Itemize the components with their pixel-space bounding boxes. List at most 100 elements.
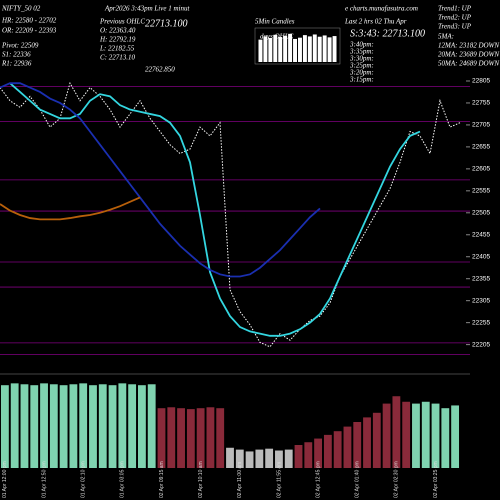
time: 3:20pm: bbox=[349, 69, 374, 77]
title: Apr2026 3:43pm Live 1 minut bbox=[104, 5, 190, 13]
bar bbox=[226, 447, 234, 468]
r1: R1: 22936 bbox=[1, 60, 32, 68]
bar bbox=[288, 33, 293, 62]
bar bbox=[177, 408, 185, 468]
bar bbox=[138, 385, 146, 468]
bar bbox=[294, 445, 303, 468]
y-tick-label: 22505 bbox=[472, 210, 490, 217]
bar bbox=[30, 385, 39, 468]
bar bbox=[265, 448, 274, 468]
symbol: NIFTY_50 02 bbox=[1, 5, 41, 13]
bar bbox=[431, 403, 440, 468]
y-tick-label: 22455 bbox=[472, 231, 490, 238]
prev-title: Previous OHLC bbox=[99, 18, 145, 26]
bar bbox=[216, 408, 225, 468]
bar bbox=[302, 35, 307, 62]
or: OR: 22209 - 22393 bbox=[2, 27, 57, 35]
bar bbox=[157, 408, 166, 468]
prev-l: L: 22182.55 bbox=[99, 45, 135, 53]
site: e charts.munafasutra.com bbox=[345, 5, 418, 13]
bar bbox=[167, 407, 176, 468]
x-tick-label: 02 Apr 11:00 am bbox=[237, 462, 243, 498]
y-tick-label: 22255 bbox=[472, 319, 490, 326]
time: 3:30pm: bbox=[349, 55, 374, 63]
y-tick-label: 22205 bbox=[472, 341, 490, 348]
x-tick-label: 02 Apr 11:55 am bbox=[276, 462, 282, 498]
trend: Trend2: UP bbox=[438, 14, 472, 22]
y-tick-label: 22405 bbox=[472, 253, 490, 260]
bar bbox=[421, 401, 430, 468]
bar bbox=[128, 384, 137, 468]
bar bbox=[275, 450, 283, 468]
bar bbox=[304, 442, 313, 468]
time: 3:40pm: bbox=[349, 41, 374, 49]
bar bbox=[402, 401, 411, 468]
bar bbox=[255, 449, 264, 468]
bar bbox=[353, 422, 362, 468]
x-tick-label: 01 Apr 12:50 pm bbox=[41, 461, 47, 498]
y-tick-label: 22805 bbox=[472, 78, 490, 85]
bar bbox=[258, 39, 263, 62]
x-tick-label: 01 Apr 12:00 pm bbox=[2, 461, 8, 498]
bar bbox=[98, 384, 107, 468]
prev-h: H: 22792.19 bbox=[99, 36, 136, 44]
bar bbox=[333, 431, 342, 468]
time: 3:35pm: bbox=[349, 48, 374, 56]
bar bbox=[317, 36, 322, 62]
bar bbox=[363, 417, 371, 468]
last-hrs: Last 2 hrs 02 Thu Apr bbox=[344, 18, 407, 26]
bar bbox=[268, 38, 273, 62]
bar bbox=[451, 405, 460, 468]
price-note: 22762.850 bbox=[145, 66, 175, 74]
bar bbox=[196, 408, 205, 468]
trend: Trend3: UP bbox=[438, 23, 472, 31]
y-tick-label: 22755 bbox=[472, 100, 490, 107]
bar bbox=[108, 385, 117, 468]
x-tick-label: 02 Apr 02:30 pm bbox=[394, 461, 400, 498]
bar bbox=[20, 384, 29, 468]
bar bbox=[10, 383, 19, 468]
hr: HR: 22580 - 22702 bbox=[1, 17, 57, 25]
bar bbox=[273, 34, 278, 62]
bar bbox=[441, 408, 450, 468]
x-tick-label: 02 Apr 01:40 pm bbox=[355, 461, 361, 498]
x-tick-label: 02 Apr 12:45 pm bbox=[315, 461, 321, 498]
ma: 12MA: 23182 DOWN bbox=[438, 42, 499, 50]
ma: 5MA: bbox=[438, 33, 454, 41]
bar bbox=[263, 36, 268, 62]
bar bbox=[297, 37, 302, 62]
series-line bbox=[0, 196, 141, 221]
time: 3:15pm: bbox=[349, 76, 374, 84]
bar bbox=[235, 449, 244, 468]
bar bbox=[69, 384, 78, 468]
candles: 5Min Candles bbox=[255, 18, 295, 26]
bar bbox=[186, 409, 195, 468]
ma: 50MA: 24689 DOWN bbox=[438, 60, 499, 68]
bar bbox=[89, 385, 97, 468]
x-tick-label: 02 Apr 09:15 am bbox=[159, 461, 165, 498]
y-tick-label: 22705 bbox=[472, 122, 490, 129]
bar bbox=[314, 438, 322, 468]
bar bbox=[332, 36, 337, 62]
days-ohlc: days OHLC bbox=[260, 33, 294, 41]
bar bbox=[284, 449, 293, 468]
time: 3:25pm: bbox=[349, 62, 374, 70]
bar bbox=[79, 383, 88, 468]
bar bbox=[322, 35, 327, 62]
y-tick-label: 22305 bbox=[472, 297, 490, 304]
last-price: 22713.100 bbox=[145, 18, 188, 29]
bar bbox=[307, 36, 312, 62]
bar bbox=[206, 407, 215, 468]
bar bbox=[382, 403, 391, 468]
y-tick-label: 22605 bbox=[472, 166, 490, 173]
bar bbox=[372, 412, 381, 468]
prev-c: C: 22713.10 bbox=[100, 54, 136, 62]
bar bbox=[59, 385, 68, 468]
y-tick-label: 22355 bbox=[472, 275, 490, 282]
y-tick-label: 22655 bbox=[472, 144, 490, 151]
live-price: S:3:43: 22713.100 bbox=[350, 28, 425, 39]
bar bbox=[343, 426, 352, 468]
bar bbox=[412, 403, 420, 468]
bar bbox=[293, 38, 298, 62]
bar bbox=[312, 34, 317, 62]
